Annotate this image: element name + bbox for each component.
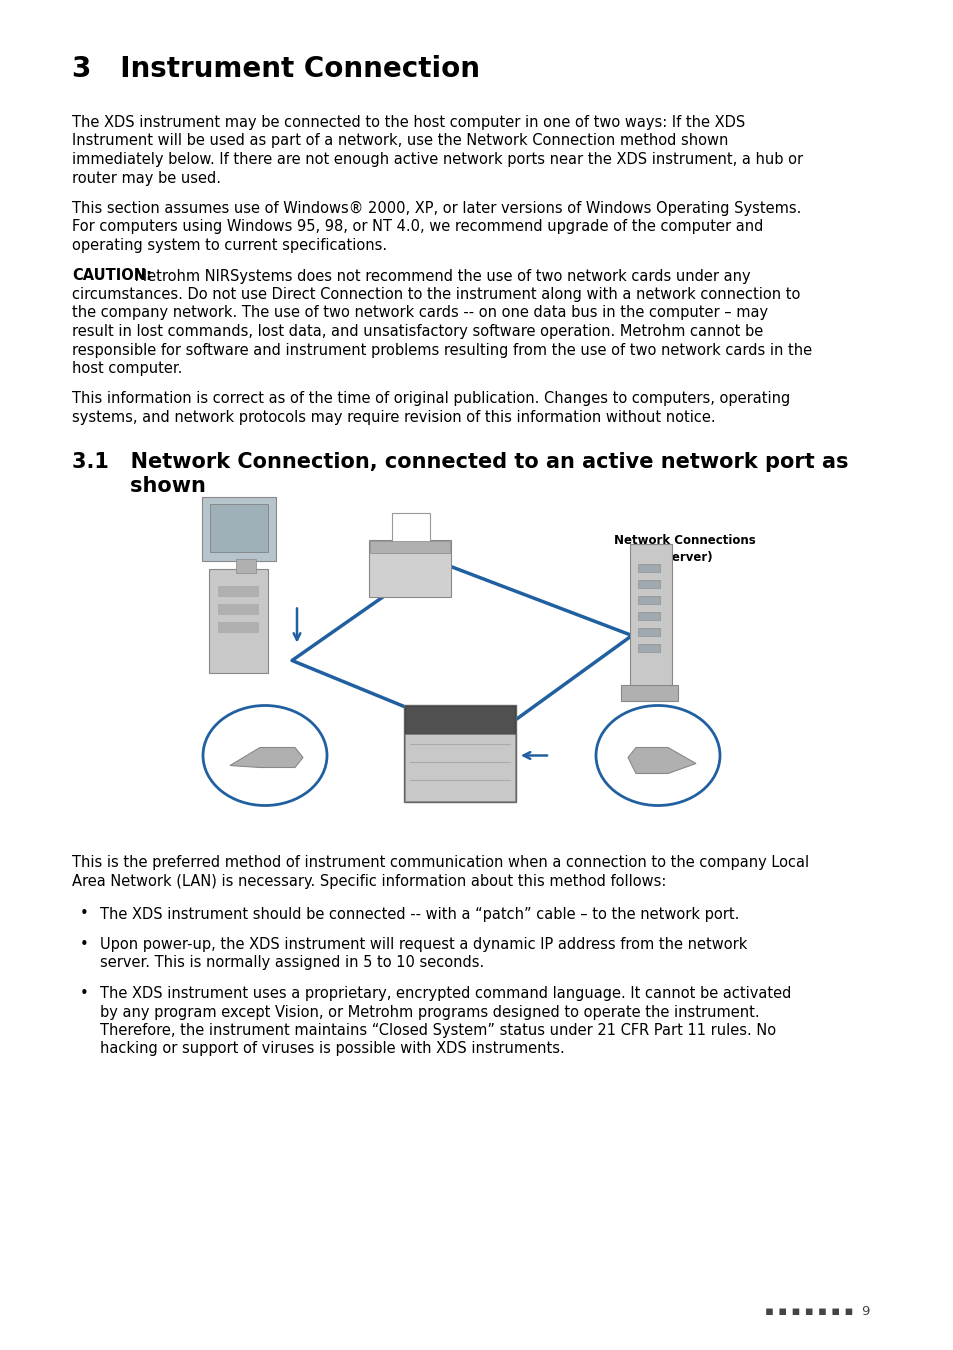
FancyBboxPatch shape <box>392 513 430 543</box>
FancyBboxPatch shape <box>405 733 515 801</box>
FancyBboxPatch shape <box>638 563 659 571</box>
Text: responsible for software and instrument problems resulting from the use of two n: responsible for software and instrument … <box>71 343 811 358</box>
Text: Upon power-up, the XDS instrument will request a dynamic IP address from the net: Upon power-up, the XDS instrument will r… <box>100 937 746 952</box>
Text: This is the preferred method of instrument communication when a connection to th: This is the preferred method of instrume… <box>71 856 808 871</box>
Text: server. This is normally assigned in 5 to 10 seconds.: server. This is normally assigned in 5 t… <box>100 956 484 971</box>
Text: shown: shown <box>71 477 206 497</box>
FancyBboxPatch shape <box>218 621 257 632</box>
FancyBboxPatch shape <box>235 559 255 572</box>
FancyBboxPatch shape <box>620 684 678 701</box>
FancyBboxPatch shape <box>629 544 671 687</box>
Text: Area Network (LAN) is necessary. Specific information about this method follows:: Area Network (LAN) is necessary. Specifi… <box>71 873 666 890</box>
FancyBboxPatch shape <box>218 586 257 595</box>
Text: For computers using Windows 95, 98, or NT 4.0, we recommend upgrade of the compu: For computers using Windows 95, 98, or N… <box>71 220 762 235</box>
Polygon shape <box>627 748 696 774</box>
FancyBboxPatch shape <box>403 705 516 802</box>
FancyBboxPatch shape <box>638 612 659 620</box>
Text: circumstances. Do not use Direct Connection to the instrument along with a netwo: circumstances. Do not use Direct Connect… <box>71 288 800 302</box>
FancyBboxPatch shape <box>638 644 659 652</box>
Text: the company network. The use of two network cards -- on one data bus in the comp: the company network. The use of two netw… <box>71 305 767 320</box>
Text: •: • <box>80 937 89 952</box>
FancyBboxPatch shape <box>218 603 257 613</box>
Text: CAUTION:: CAUTION: <box>71 269 152 284</box>
FancyBboxPatch shape <box>405 706 515 733</box>
Text: by any program except Vision, or Metrohm programs designed to operate the instru: by any program except Vision, or Metrohm… <box>100 1004 759 1019</box>
Text: router may be used.: router may be used. <box>71 170 221 185</box>
Text: This information is correct as of the time of original publication. Changes to c: This information is correct as of the ti… <box>71 392 789 406</box>
Text: ▪ ▪ ▪ ▪ ▪ ▪ ▪  9: ▪ ▪ ▪ ▪ ▪ ▪ ▪ 9 <box>763 1305 869 1318</box>
Text: systems, and network protocols may require revision of this information without : systems, and network protocols may requi… <box>71 410 715 425</box>
Text: result in lost commands, lost data, and unsatisfactory software operation. Metro: result in lost commands, lost data, and … <box>71 324 762 339</box>
Text: Instrument will be used as part of a network, use the Network Connection method : Instrument will be used as part of a net… <box>71 134 727 148</box>
Text: The XDS instrument may be connected to the host computer in one of two ways: If : The XDS instrument may be connected to t… <box>71 115 744 130</box>
Text: operating system to current specifications.: operating system to current specificatio… <box>71 238 387 252</box>
Text: 3   Instrument Connection: 3 Instrument Connection <box>71 55 479 82</box>
Text: •: • <box>80 986 89 1000</box>
FancyBboxPatch shape <box>209 568 268 672</box>
Text: •: • <box>80 906 89 922</box>
FancyBboxPatch shape <box>638 579 659 587</box>
Text: Metrohm NIRSystems does not recommend the use of two network cards under any: Metrohm NIRSystems does not recommend th… <box>130 269 750 284</box>
FancyBboxPatch shape <box>210 504 268 552</box>
FancyBboxPatch shape <box>369 540 451 597</box>
FancyBboxPatch shape <box>370 540 450 552</box>
Text: The XDS instrument should be connected -- with a “patch” cable – to the network : The XDS instrument should be connected -… <box>100 906 739 922</box>
Text: host computer.: host computer. <box>71 360 182 377</box>
FancyBboxPatch shape <box>638 628 659 636</box>
Text: immediately below. If there are not enough active network ports near the XDS ins: immediately below. If there are not enou… <box>71 153 802 167</box>
Text: The XDS instrument uses a proprietary, encrypted command language. It cannot be : The XDS instrument uses a proprietary, e… <box>100 986 791 1000</box>
Text: Network Connections
(Server): Network Connections (Server) <box>614 533 755 563</box>
FancyBboxPatch shape <box>638 595 659 603</box>
FancyBboxPatch shape <box>202 497 275 560</box>
Text: Therefore, the instrument maintains “Closed System” status under 21 CFR Part 11 : Therefore, the instrument maintains “Clo… <box>100 1023 776 1038</box>
Polygon shape <box>230 748 303 768</box>
Text: This section assumes use of Windows® 2000, XP, or later versions of Windows Oper: This section assumes use of Windows® 200… <box>71 201 801 216</box>
Text: hacking or support of viruses is possible with XDS instruments.: hacking or support of viruses is possibl… <box>100 1041 564 1057</box>
Text: 3.1   Network Connection, connected to an active network port as: 3.1 Network Connection, connected to an … <box>71 452 847 472</box>
